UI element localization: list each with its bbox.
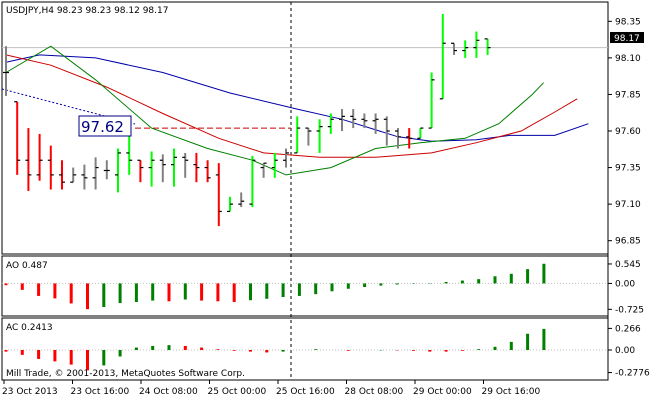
chart-header: USDJPY,H4 98.23 98.23 98.12 98.17 (6, 6, 168, 16)
ohlc-bar (428, 72, 435, 129)
ohlc-bar (47, 145, 54, 190)
ohlc-bar (115, 148, 121, 193)
ohlc-bar (473, 31, 480, 58)
ac-label: AC 0.2413 (6, 323, 53, 333)
ohlc-bar (182, 152, 189, 178)
ohlc-bar (339, 109, 345, 131)
ac-tick-label: 0.00 (615, 346, 635, 356)
time-tick-label: 25 Oct 00:00 (208, 387, 267, 397)
price-tick-label: 96.85 (615, 237, 641, 247)
price-tick-label: 97.35 (615, 164, 641, 174)
price-tick-label: 97.60 (615, 127, 641, 137)
ohlc-bar (327, 113, 334, 134)
ac-tick-label: -0.2776 (615, 369, 650, 379)
ohlc-bar (350, 109, 357, 129)
ac-panel (1, 317, 609, 381)
time-tick-label: 29 Oct 16:00 (482, 387, 541, 397)
ohlc-bar (484, 38, 491, 55)
ohlc-bar (361, 113, 368, 129)
ohlc-bar (148, 151, 155, 187)
ohlc-bar (249, 155, 256, 208)
ohlc-bar (238, 192, 245, 208)
ohlc-bar (271, 152, 278, 178)
ao-tick-label: -0.725 (615, 305, 644, 315)
copyright-footer: Mill Trade, © 2001-2013, MetaQuotes Soft… (6, 369, 245, 379)
ac-tick-label: 0.266 (615, 324, 641, 334)
ohlc-bar (316, 119, 323, 153)
time-tick-label: 23 Oct 16:00 (71, 387, 130, 397)
ao-label: AO 0.487 (6, 261, 48, 271)
ohlc-bar (260, 162, 267, 178)
ao-plot: 0.545 0.00 -0.725 (2, 260, 644, 315)
trend-line (1, 88, 136, 125)
time-tick-label: 28 Oct 08:00 (345, 387, 404, 397)
ma-red-line (5, 54, 578, 158)
ohlc-bar (227, 196, 233, 213)
ohlc-bar (406, 128, 413, 149)
ohlc-bar (294, 116, 301, 154)
ao-tick-label: 0.545 (615, 260, 641, 270)
ohlc-bar (59, 160, 65, 190)
current-price-tag (610, 32, 644, 43)
price-tick-label: 98.35 (615, 17, 641, 27)
time-tick-label: 23 Oct 2013 (2, 387, 58, 397)
ohlc-bar (103, 160, 110, 180)
ohlc-bar (283, 148, 289, 168)
ohlc-bar (395, 128, 401, 149)
ohlc-bar (215, 163, 222, 227)
ao-panel (1, 255, 609, 317)
time-tick-label: 29 Oct 00:00 (413, 387, 472, 397)
current-price-label: 98.17 (614, 34, 640, 44)
price-tick-label: 98.10 (615, 54, 641, 64)
ohlc-bar (14, 101, 21, 175)
ohlc-bar (193, 152, 200, 183)
ohlc-bar (25, 128, 32, 191)
ohlc-bar (3, 46, 9, 96)
ohlc-bar (462, 40, 469, 58)
ma-green-line (5, 45, 544, 176)
time-tick-label: 24 Oct 08:00 (139, 387, 198, 397)
ohlc-bar (70, 167, 77, 183)
ohlc-bar (171, 148, 177, 187)
ohlc-bar (204, 160, 211, 183)
ohlc-bar (372, 113, 379, 134)
ohlc-bar (159, 154, 166, 183)
time-tick-label: 25 Oct 16:00 (276, 387, 335, 397)
ohlc-bar (383, 116, 390, 146)
ohlc-bar (81, 164, 88, 190)
ohlc-bar (439, 14, 446, 100)
ohlc-bar (92, 157, 99, 190)
main-plot (1, 2, 608, 380)
ohlc-bar (451, 42, 457, 55)
ohlc-bar (305, 127, 312, 146)
ohlc-bar (417, 127, 424, 139)
ac-plot: 0.266 0.00 -0.2776 (2, 324, 650, 379)
axes: 98.35 98.10 97.85 97.60 97.35 97.10 96.85 23 Oc… (2, 17, 641, 397)
ao-tick-label: 0.00 (615, 279, 635, 289)
ohlc-bar (36, 133, 43, 181)
level-label-box (78, 115, 132, 137)
price-tick-label: 97.85 (615, 90, 641, 100)
ohlc-bar (137, 159, 144, 183)
price-tick-label: 97.10 (615, 200, 641, 210)
level-label: 97.62 (81, 118, 124, 136)
